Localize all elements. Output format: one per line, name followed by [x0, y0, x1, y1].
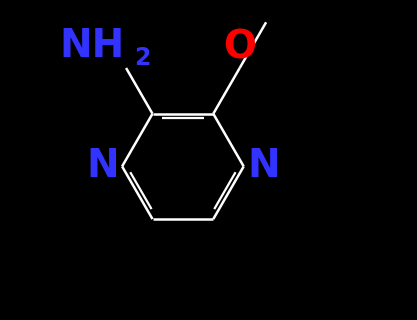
Text: N: N [86, 148, 119, 185]
Text: 2: 2 [134, 46, 151, 70]
Text: O: O [223, 28, 256, 67]
Text: NH: NH [59, 27, 125, 65]
Text: N: N [247, 148, 279, 185]
